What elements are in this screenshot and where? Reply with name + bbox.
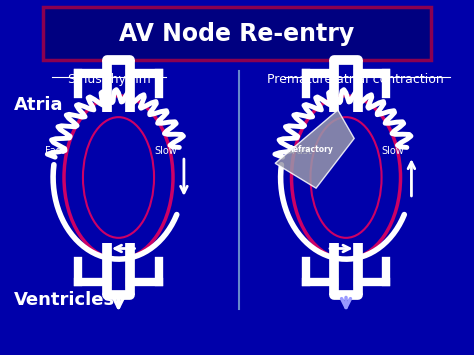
Text: Ventricles: Ventricles xyxy=(14,291,115,309)
Text: Slow: Slow xyxy=(382,146,404,157)
Polygon shape xyxy=(275,110,354,188)
Ellipse shape xyxy=(310,117,382,238)
Text: Fast: Fast xyxy=(292,146,311,157)
Text: AV Node Re-entry: AV Node Re-entry xyxy=(119,22,355,46)
Text: Atria: Atria xyxy=(14,96,64,114)
Text: Slow: Slow xyxy=(154,146,177,157)
Text: Premature atrial contraction: Premature atrial contraction xyxy=(267,73,444,86)
Text: Fast: Fast xyxy=(45,146,65,157)
Text: Refractory: Refractory xyxy=(288,144,334,154)
Text: Sinus rhythm: Sinus rhythm xyxy=(68,73,150,86)
Ellipse shape xyxy=(83,117,154,238)
FancyBboxPatch shape xyxy=(43,7,431,60)
